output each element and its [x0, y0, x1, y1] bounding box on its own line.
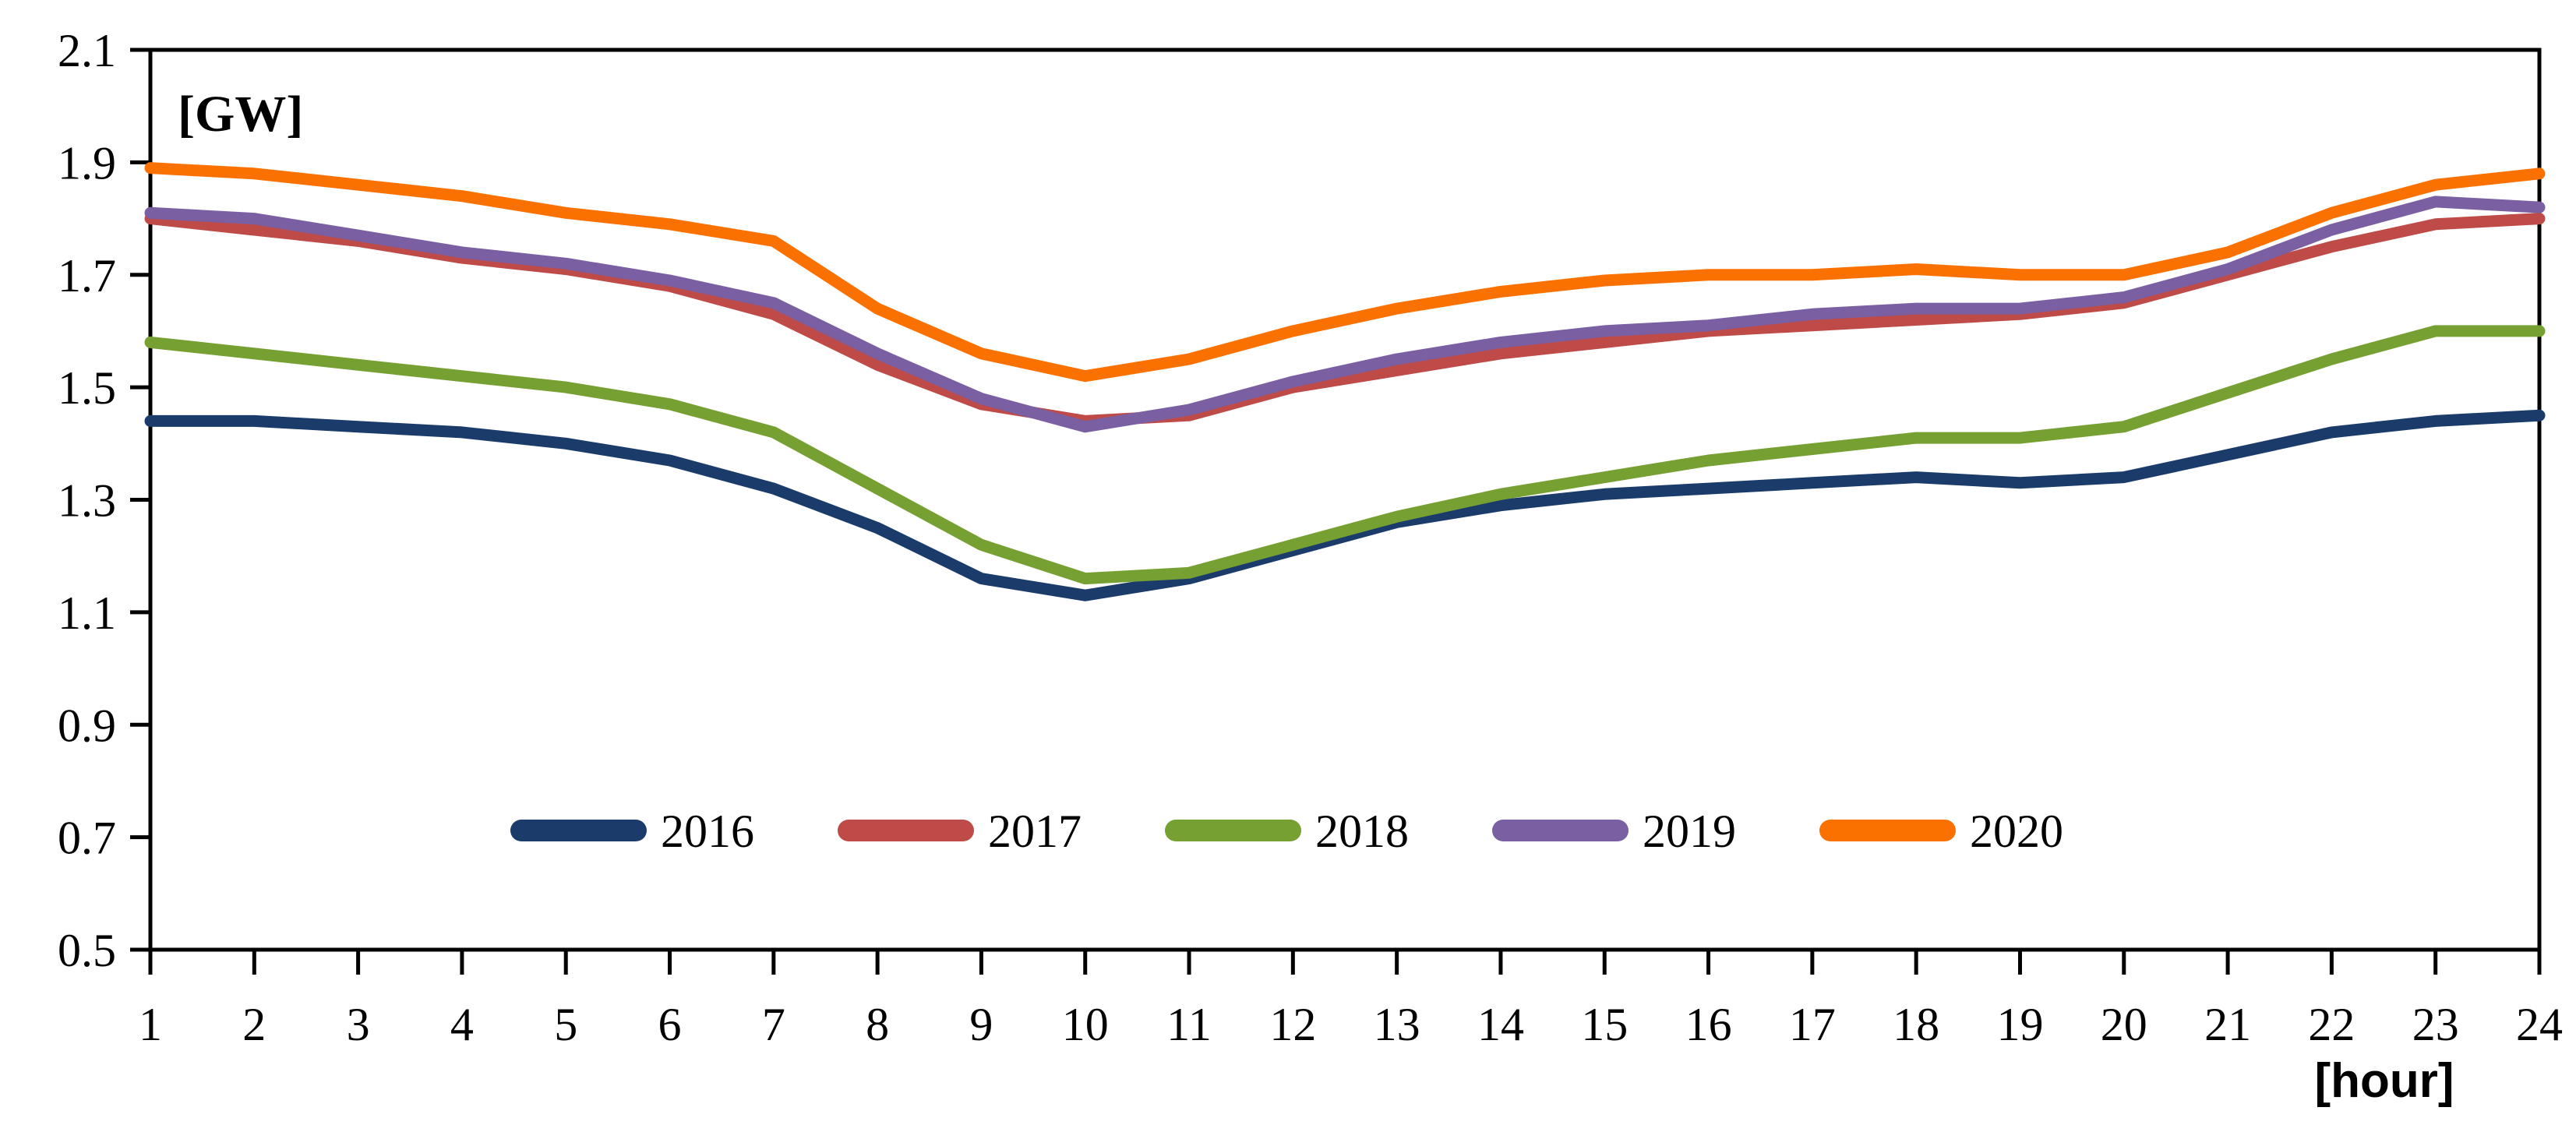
legend-label-2016: 2016	[661, 806, 754, 857]
legend-swatch-2017	[838, 820, 974, 841]
x-axis-tick-label: 2	[242, 999, 266, 1050]
y-axis-tick-label: 1.1	[58, 587, 116, 639]
series-line-2018	[144, 325, 2546, 585]
legend-label-2017: 2017	[988, 806, 1082, 857]
x-axis-unit-label: [hour]	[2314, 1054, 2454, 1108]
legend-item-2017: 2017	[838, 806, 1082, 857]
legend-item-2019: 2019	[1492, 806, 1736, 857]
series-line-2020	[144, 162, 2546, 383]
legend-item-2020: 2020	[1819, 806, 2063, 857]
y-axis-tick-label: 0.9	[58, 700, 116, 751]
x-axis-tick-label: 1	[139, 999, 162, 1050]
x-axis-tick-label: 17	[1789, 999, 1836, 1050]
series-line-2016	[144, 409, 2546, 601]
legend-label-2020: 2020	[1970, 806, 2063, 857]
y-axis-tick-label: 0.5	[58, 925, 116, 976]
legend-label-2018: 2018	[1315, 806, 1409, 857]
x-axis-tick-label: 23	[2412, 999, 2459, 1050]
x-axis-tick-label: 12	[1269, 999, 1316, 1050]
x-axis-tick-label: 6	[658, 999, 682, 1050]
legend: 2016 2017 2018 2019 2020	[510, 806, 2063, 857]
x-axis-tick-label: 8	[866, 999, 889, 1050]
legend-swatch-2019	[1492, 820, 1629, 841]
legend-swatch-2018	[1165, 820, 1301, 841]
y-axis-tick-label: 1.9	[58, 137, 116, 189]
x-axis-tick-label: 10	[1062, 999, 1109, 1050]
legend-label-2019: 2019	[1643, 806, 1736, 857]
x-axis-tick-label: 20	[2101, 999, 2147, 1050]
x-axis-tick-label: 15	[1581, 999, 1628, 1050]
legend-swatch-2020	[1819, 820, 1956, 841]
x-axis-tick-label: 21	[2204, 999, 2251, 1050]
x-axis-tick-label: 18	[1893, 999, 1939, 1050]
x-axis-tick-label: 5	[554, 999, 577, 1050]
x-axis-tick-label: 11	[1166, 999, 1212, 1050]
y-axis-tick-label: 1.5	[58, 362, 116, 414]
x-axis-tick-label: 4	[450, 999, 474, 1050]
x-axis-tick-label: 7	[762, 999, 785, 1050]
x-axis-tick-label: 9	[969, 999, 993, 1050]
series-lines	[144, 162, 2546, 601]
x-axis-tick-label: 16	[1685, 999, 1732, 1050]
y-axis-tick-label: 1.7	[58, 250, 116, 302]
y-axis-tick-label: 1.3	[58, 475, 116, 527]
x-axis-tick-label: 22	[2308, 999, 2355, 1050]
x-axis-tick-label: 19	[1996, 999, 2043, 1050]
legend-item-2016: 2016	[510, 806, 754, 857]
y-axis-tick-label: 0.7	[58, 813, 116, 864]
y-axis-unit-label: [GW]	[178, 86, 303, 143]
y-axis-tick-label: 2.1	[58, 25, 116, 76]
legend-swatch-2016	[510, 820, 647, 841]
x-axis-tick-label: 13	[1374, 999, 1420, 1050]
y-axis-ticks: 2.1 1.9 1.7 1.5 1.3 1.1 0.9 0.7 0.5	[58, 25, 150, 976]
x-axis-tick-label: 14	[1477, 999, 1524, 1050]
x-axis-tick-label: 24	[2516, 999, 2563, 1050]
x-axis-ticks: 1 2 3 4 5 6 7 8 9 10 11 12 13 14 15 16 17 18 19 20 21 22 23 24	[139, 950, 2563, 1050]
x-axis-tick-label: 3	[347, 999, 370, 1050]
series-line-2019	[144, 196, 2546, 433]
legend-item-2018: 2018	[1165, 806, 1409, 857]
